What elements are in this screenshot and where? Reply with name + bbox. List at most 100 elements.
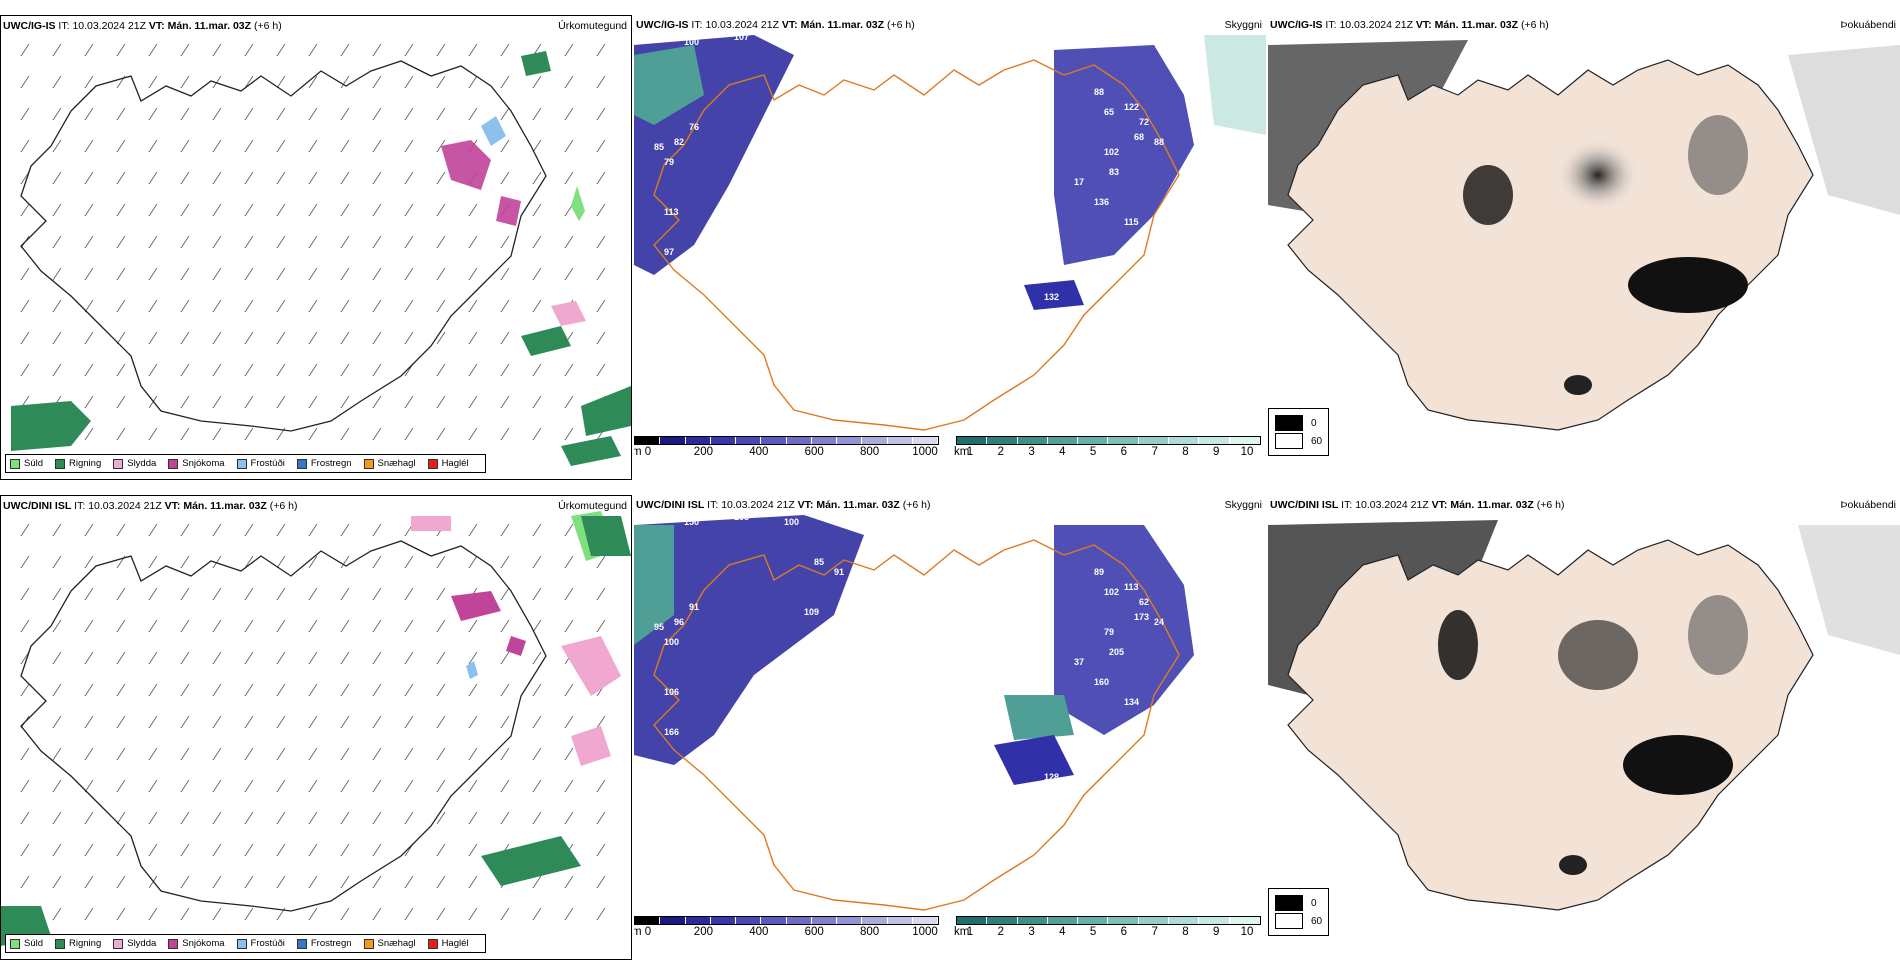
wind-barb <box>404 299 414 313</box>
ceiling-value-label: 370 <box>1084 807 1099 817</box>
ceiling-value-label: 85 <box>654 142 664 152</box>
ceiling-value-label: 107 <box>734 32 749 42</box>
wind-barb <box>308 843 318 857</box>
wind-barb <box>212 75 222 89</box>
wind-barb <box>148 683 158 697</box>
wind-barb <box>564 43 574 57</box>
wind-barb <box>468 267 478 281</box>
wind-barb <box>372 651 382 665</box>
wind-barb <box>468 43 478 57</box>
wind-barb <box>212 299 222 313</box>
it-label: IT: <box>74 500 86 512</box>
it-value: 10.03.2024 21Z <box>705 19 779 31</box>
ceiling-value-label: 24 <box>1154 617 1164 627</box>
wind-barb <box>308 779 318 793</box>
wind-barb <box>436 427 446 441</box>
wind-barb <box>340 619 350 633</box>
precip-type-panel-bottom: UWC/DINI ISL IT: 10.03.2024 21Z VT: Mán.… <box>0 495 632 960</box>
wind-barb <box>180 811 190 825</box>
wind-barb <box>84 523 94 537</box>
legend-label: Súld <box>24 938 44 949</box>
wind-barb <box>84 363 94 377</box>
wind-barb <box>372 203 382 217</box>
legend-item: Snjókoma <box>168 938 225 949</box>
wind-barb <box>372 267 382 281</box>
wind-barb <box>84 299 94 313</box>
lead-time: (+6 h) <box>269 500 298 512</box>
wind-barb <box>180 715 190 729</box>
wind-barb <box>404 747 414 761</box>
wind-barb <box>84 747 94 761</box>
ceiling-map: 150 105 100 85 91 109 120 98 10 93 95 96 91 100 106 166… <box>634 512 1194 911</box>
wind-barb <box>20 843 30 857</box>
wind-barb <box>308 299 318 313</box>
wind-barb <box>372 427 382 441</box>
ceiling-map: 100 107 114 91 92 97 98 120 90 102 85 82 76 79 113 97 76… <box>634 32 1266 431</box>
wind-barb <box>148 139 158 153</box>
legend-label: Rigning <box>69 458 102 469</box>
lead-time: (+6 h) <box>886 19 915 31</box>
wind-barb <box>244 43 254 57</box>
precip-map <box>1 511 631 946</box>
wind-barb <box>468 331 478 345</box>
wind-barb <box>212 875 222 889</box>
wind-barb <box>116 523 126 537</box>
wind-barb <box>340 331 350 345</box>
wind-barb <box>596 779 606 793</box>
wind-barb <box>52 331 62 345</box>
wind-barb <box>404 427 414 441</box>
wind-barb <box>116 203 126 217</box>
wind-barb <box>212 747 222 761</box>
wind-barb <box>116 875 126 889</box>
wind-barb <box>532 683 542 697</box>
wind-barb <box>52 683 62 697</box>
wind-barb <box>52 619 62 633</box>
wind-barb <box>340 235 350 249</box>
wind-barb <box>52 747 62 761</box>
wind-barb <box>20 299 30 313</box>
wind-barb <box>500 75 510 89</box>
wind-barb <box>532 779 542 793</box>
tick-label: 200 <box>693 926 713 938</box>
wind-barb <box>212 203 222 217</box>
wind-barb <box>52 875 62 889</box>
wind-barb <box>244 427 254 441</box>
wind-barb <box>84 267 94 281</box>
wind-barb <box>84 331 94 345</box>
wind-barb <box>564 779 574 793</box>
wind-barb <box>436 331 446 345</box>
unit-label: m <box>634 446 642 458</box>
ceiling-value-label: 113 <box>664 207 679 217</box>
wind-barb <box>148 43 158 57</box>
wind-barb <box>180 299 190 313</box>
wind-barb <box>148 107 158 121</box>
wind-barb <box>212 43 222 57</box>
wind-barb <box>244 107 254 121</box>
wind-barb <box>436 651 446 665</box>
precip-legend: Súld Rigning Slydda Snjókoma Frostúði Frostre… <box>5 454 486 473</box>
wind-barb <box>532 395 542 409</box>
fog-key-label: 0 <box>1311 897 1317 909</box>
wind-barb <box>404 683 414 697</box>
fog-key-item: 60 <box>1275 913 1322 929</box>
wind-barb <box>116 395 126 409</box>
wind-barb <box>372 619 382 633</box>
ceiling-value-label: 100 <box>684 37 699 47</box>
wind-barb <box>52 235 62 249</box>
wind-barb <box>532 587 542 601</box>
wind-barb <box>20 683 30 697</box>
wind-barb <box>212 587 222 601</box>
wind-barb <box>244 811 254 825</box>
wind-barb <box>52 139 62 153</box>
legend-label: Súld <box>24 458 44 469</box>
wind-barb <box>404 907 414 921</box>
ceiling-value-label: 175 <box>1094 747 1109 757</box>
wind-barb <box>244 619 254 633</box>
wind-barb <box>148 907 158 921</box>
wind-barb <box>116 651 126 665</box>
wind-barb <box>564 811 574 825</box>
ceiling-value-label: 115 <box>1124 217 1139 227</box>
wind-barb <box>340 811 350 825</box>
wind-barb <box>212 139 222 153</box>
wind-barb <box>244 715 254 729</box>
